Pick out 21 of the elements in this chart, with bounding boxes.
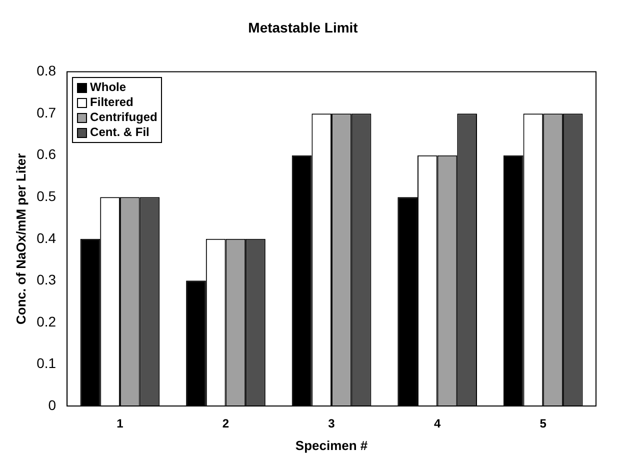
- y-axis-title: Conc. of NaOx/mM per Liter: [13, 153, 28, 324]
- y-tick-label: 0.1: [36, 355, 56, 372]
- y-tick-label: 0.5: [36, 188, 56, 204]
- x-tick-label: 4: [434, 416, 441, 431]
- y-tick-label: 0.7: [36, 104, 56, 120]
- legend-label: Filtered: [89, 94, 134, 110]
- legend-label: Whole: [89, 80, 128, 95]
- chart-title: Metastable Limit: [248, 19, 358, 36]
- x-tick-label: 3: [328, 416, 336, 431]
- x-tick-label: 2: [222, 416, 230, 431]
- y-tick-label: 0.6: [36, 146, 56, 162]
- y-tick-label: 0.8: [36, 62, 56, 79]
- y-tick-label: 0: [48, 396, 56, 413]
- y-tick-label: 0.2: [36, 313, 56, 330]
- legend-label: Cent. & Fil: [89, 124, 150, 140]
- x-axis-title: Specimen #: [295, 438, 368, 453]
- y-tick-label: 0.3: [36, 272, 56, 288]
- x-tick-label: 5: [540, 416, 547, 431]
- y-tick-label: 0.4: [36, 230, 56, 246]
- legend-label: Centrifuged: [89, 110, 158, 125]
- x-tick-label: 1: [116, 416, 124, 431]
